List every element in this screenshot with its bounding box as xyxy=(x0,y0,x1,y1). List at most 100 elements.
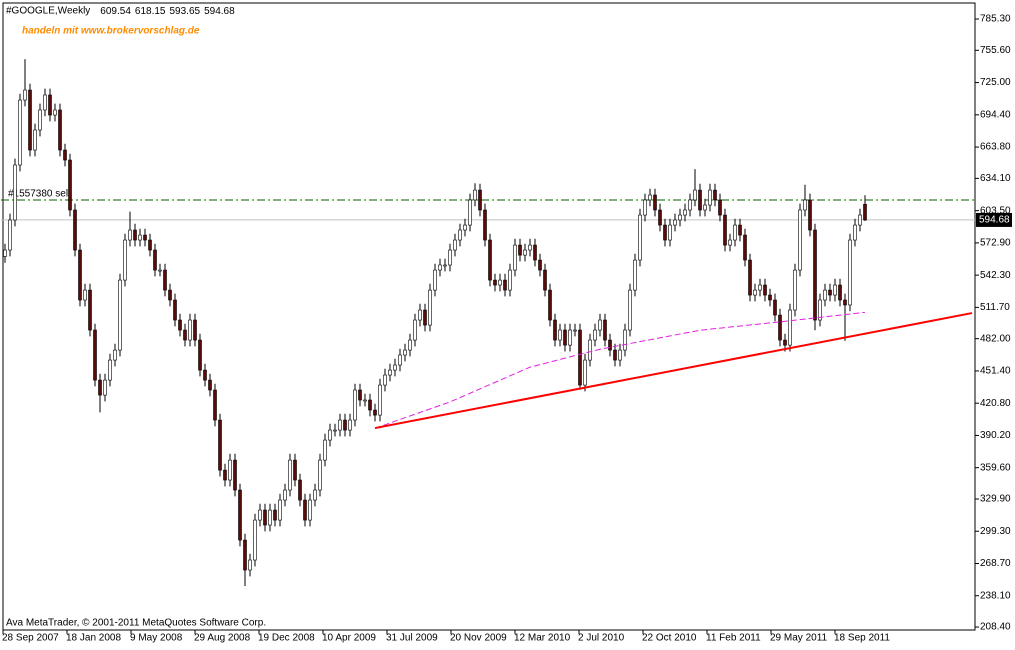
x-tick-label: 28 Sep 2007 xyxy=(2,633,59,644)
candle-body xyxy=(23,89,27,101)
candle-body xyxy=(413,319,417,341)
candle-body xyxy=(178,319,182,331)
y-tick-label: 390.20 xyxy=(980,430,1011,441)
candle-body xyxy=(198,339,202,371)
candle-body xyxy=(558,329,562,341)
candle-body xyxy=(638,214,642,261)
y-tick-label: 208.40 xyxy=(980,622,1011,633)
candle-body xyxy=(118,279,122,351)
candle-body xyxy=(483,209,487,241)
candle-body xyxy=(43,94,47,111)
candle-body xyxy=(153,249,157,271)
x-tick-label: 18 Sep 2011 xyxy=(834,633,890,644)
y-tick-label: 451.40 xyxy=(980,366,1011,377)
candle-body xyxy=(233,459,237,491)
moving-average xyxy=(374,311,866,429)
candle-body xyxy=(328,429,332,441)
x-tick-label: 19 Dec 2008 xyxy=(258,633,315,644)
candle-body xyxy=(548,289,552,321)
candle-body xyxy=(193,319,197,341)
candle-body xyxy=(143,234,147,241)
candle-body xyxy=(583,359,587,386)
candle-body xyxy=(73,209,77,251)
x-tick-label: 2 Jul 2010 xyxy=(578,633,625,644)
candle-body xyxy=(663,224,667,241)
y-tick-label: 542.30 xyxy=(980,270,1011,281)
y-tick-label: 785.30 xyxy=(980,14,1011,25)
candle-body xyxy=(678,214,682,221)
candle-body xyxy=(513,244,517,271)
candle-body xyxy=(403,349,407,356)
x-tick-label: 22 Oct 2010 xyxy=(642,633,697,644)
candle-body xyxy=(478,189,482,211)
candle-body xyxy=(593,329,597,341)
candle-body xyxy=(203,369,207,381)
candle-body xyxy=(288,459,292,491)
candle-body xyxy=(688,199,692,211)
candle-body xyxy=(183,329,187,341)
candle-body xyxy=(113,349,117,361)
candle-body xyxy=(333,429,337,432)
candle-body xyxy=(758,284,762,291)
candle-body xyxy=(268,509,272,526)
candle-body xyxy=(848,239,852,306)
candle-body xyxy=(13,164,17,221)
candle-body xyxy=(653,194,657,211)
candle-body xyxy=(618,349,622,361)
candle-body xyxy=(813,229,817,321)
order-label: #1557380 sell xyxy=(8,189,70,200)
candle-body xyxy=(3,249,7,257)
candle-body xyxy=(283,489,287,501)
candle-body xyxy=(643,199,647,216)
candle-body xyxy=(538,259,542,271)
candle-body xyxy=(438,264,442,271)
trendline xyxy=(374,312,973,430)
candle-body xyxy=(213,389,217,421)
candle-body xyxy=(568,329,572,346)
candle-body xyxy=(578,329,582,386)
y-tick-label: 663.80 xyxy=(980,142,1011,153)
candle-body xyxy=(723,214,727,246)
y-tick-label: 694.40 xyxy=(980,109,1011,120)
y-tick-label: 299.30 xyxy=(980,526,1011,537)
y-tick-label: 329.90 xyxy=(980,494,1011,505)
candle-body xyxy=(498,279,502,286)
candle-body xyxy=(508,269,512,291)
x-tick-label: 31 Jul 2009 xyxy=(386,633,438,644)
candle-body xyxy=(58,109,62,151)
candle-body xyxy=(428,289,432,326)
candle-body xyxy=(173,299,177,321)
candle-body xyxy=(98,379,102,396)
candle-body xyxy=(308,499,312,521)
candle-body xyxy=(128,229,132,241)
candle-body xyxy=(763,284,767,296)
candle-body xyxy=(833,284,837,296)
candle-body xyxy=(88,289,92,331)
candle-body xyxy=(733,224,737,241)
candle-body xyxy=(648,194,652,201)
candle-body xyxy=(318,459,322,491)
candle-body xyxy=(493,279,497,286)
candle-body xyxy=(458,229,462,241)
candle-body xyxy=(148,239,152,251)
candle-body xyxy=(563,329,567,346)
candle-body xyxy=(818,299,822,321)
subtitle: handeln mit www.brokervorschlag.de xyxy=(22,26,200,37)
candle-body xyxy=(768,294,772,301)
candle-body xyxy=(163,269,167,291)
candle-body xyxy=(668,224,672,241)
candle-body xyxy=(253,519,257,561)
candle-body xyxy=(348,419,352,431)
candle-body xyxy=(133,229,137,241)
candle-body xyxy=(683,209,687,216)
candle-body xyxy=(658,209,662,226)
candle-body xyxy=(533,244,537,261)
candle-body xyxy=(748,259,752,296)
candle-body xyxy=(353,389,357,421)
y-tick-label: 359.60 xyxy=(980,462,1011,473)
candle-body xyxy=(598,319,602,331)
x-tick-label: 20 Nov 2009 xyxy=(450,633,507,644)
x-tick-label: 10 Apr 2009 xyxy=(322,633,376,644)
